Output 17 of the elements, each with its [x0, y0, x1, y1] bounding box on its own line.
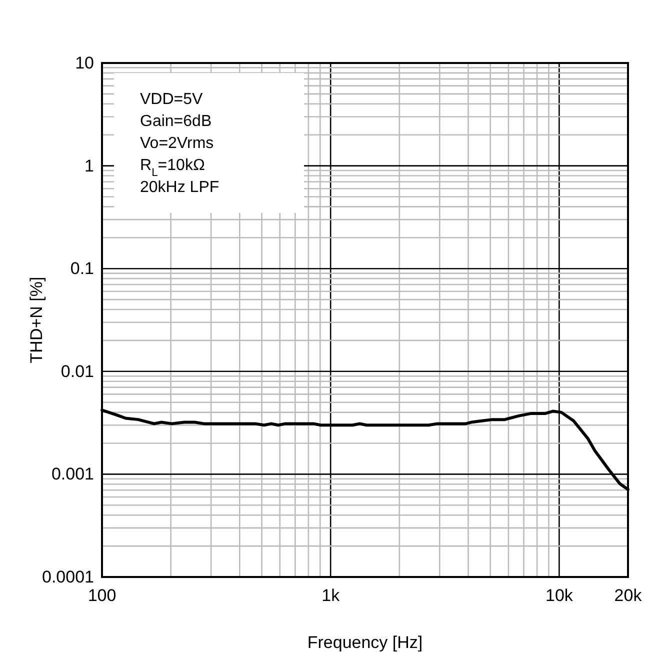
y-tick-label: 0.01 [60, 362, 94, 381]
y-tick-label: 0.1 [70, 259, 94, 278]
annotation: Gain=6dB [140, 113, 212, 130]
x-axis-title: Frequency [Hz] [307, 633, 423, 652]
x-tick-label: 1k [322, 586, 340, 606]
annotation: Vo=2Vrms [140, 135, 214, 152]
x-tick-label: 20k [614, 586, 642, 606]
annotation: VDD=5V [140, 91, 204, 108]
x-tick-label: 100 [88, 586, 116, 606]
y-tick-label: 0.0001 [42, 567, 94, 586]
y-tick-label: 1 [84, 156, 94, 176]
annotation: R$_{L}$=10kΩ [140, 157, 205, 179]
y-axis-title: THD+N [%] [27, 276, 46, 364]
y-tick-label: 0.001 [51, 464, 94, 484]
annotation: 20kHz LPF [140, 179, 220, 196]
y-tick-label: 10 [75, 53, 94, 72]
x-tick-label: 10k [545, 586, 574, 606]
